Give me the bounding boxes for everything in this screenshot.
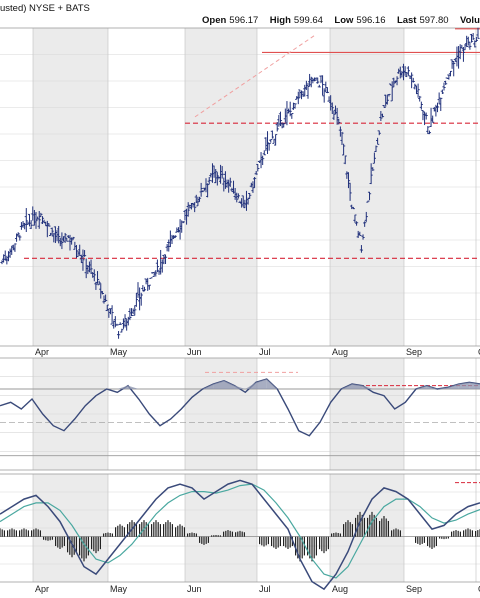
month-label-jun: Jun <box>187 584 202 594</box>
momentum-panel <box>0 371 480 457</box>
momentum-overbought-fill <box>448 384 459 389</box>
quote-low-value: 596.16 <box>356 15 385 26</box>
momentum-overbought-fill <box>416 385 427 389</box>
month-label-apr: Apr <box>35 347 49 357</box>
month-label-sep: Sep <box>406 584 422 594</box>
month-label-may: May <box>110 584 128 594</box>
macd-signal-line <box>0 483 480 579</box>
price-panel <box>0 27 480 339</box>
momentum-overbought-fill <box>245 382 256 389</box>
quote-summary: Open 596.17 High 599.64 Low 596.16 Last 597.… <box>202 10 480 27</box>
momentum-overbought-fill <box>469 382 480 389</box>
momentum-overbought-fill <box>341 384 352 389</box>
x-axis-top: Apr May Jun Jul Aug Sep O <box>35 347 480 357</box>
quote-last-label: Last <box>397 15 417 26</box>
month-label-jul: Jul <box>259 584 271 594</box>
momentum-overbought-fill <box>117 385 128 389</box>
macd-panel <box>0 479 480 591</box>
quote-volume-label: Volume <box>460 15 480 26</box>
quote-last-value: 597.80 <box>419 15 448 26</box>
momentum-overbought-fill <box>362 385 374 389</box>
momentum-overbought-fill <box>224 380 235 389</box>
quote-open-label: Open <box>202 15 226 26</box>
momentum-overbought-fill <box>437 387 448 389</box>
momentum-overbought-fill <box>256 379 267 389</box>
x-axis-bottom: Apr May Jun Jul Aug Sep O <box>35 584 480 594</box>
month-label-sep: Sep <box>406 347 422 357</box>
month-label-jun: Jun <box>187 347 202 357</box>
month-label-o: O <box>478 584 480 594</box>
chart-header: usted) NYSE + BATS Open 596.17 High 599.64… <box>0 3 480 27</box>
month-label-apr: Apr <box>35 584 49 594</box>
momentum-overbought-fill <box>352 384 363 389</box>
macd-line <box>0 479 480 591</box>
momentum-overbought-fill <box>266 379 278 389</box>
momentum-overbought-fill <box>213 380 224 389</box>
quote-low-label: Low <box>334 15 354 26</box>
month-label-o: O <box>478 347 480 357</box>
quote-open-value: 596.17 <box>229 15 258 26</box>
quote-high-value: 599.64 <box>294 15 323 26</box>
month-label-jul: Jul <box>259 347 271 357</box>
momentum-overbought-fill <box>458 382 470 389</box>
month-label-aug: Aug <box>332 584 348 594</box>
momentum-overbought-fill <box>128 385 139 389</box>
quote-high-label: High <box>270 15 291 26</box>
gridlines <box>0 27 480 583</box>
momentum-overbought-fill <box>202 384 214 389</box>
trend-line <box>194 34 316 118</box>
month-label-aug: Aug <box>332 347 348 357</box>
momentum-overbought-fill <box>426 385 438 389</box>
month-label-may: May <box>110 347 128 357</box>
symbol-exchange-label: usted) NYSE + BATS <box>0 3 90 14</box>
momentum-overbought-fill <box>234 385 246 389</box>
